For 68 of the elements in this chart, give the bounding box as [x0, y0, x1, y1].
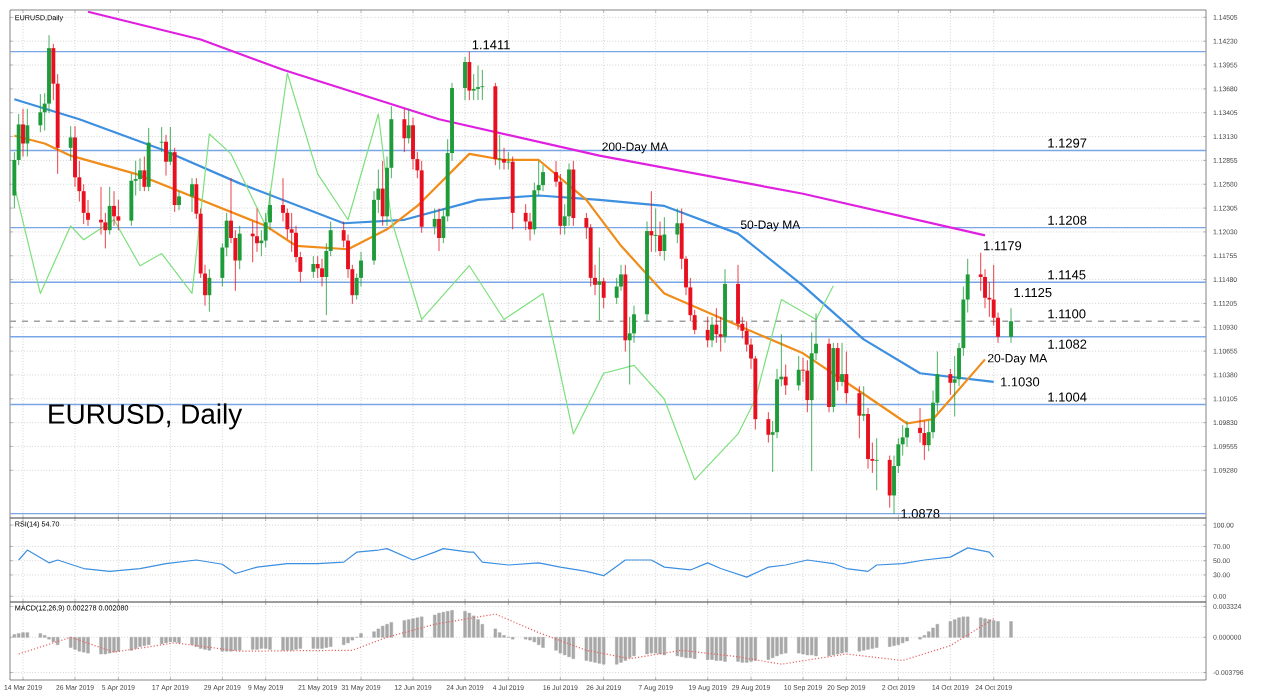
candlestick — [783, 364, 788, 396]
candlestick — [887, 455, 892, 508]
candlestick — [406, 108, 411, 144]
candlestick — [866, 407, 870, 469]
candlestick — [402, 108, 407, 153]
candlestick — [476, 65, 480, 101]
candlestick — [948, 368, 953, 396]
candlestick — [177, 190, 181, 211]
candlestick — [159, 126, 164, 153]
line-series — [18, 547, 995, 578]
candlestick — [168, 126, 173, 166]
candlestick — [432, 208, 437, 235]
candlestick — [658, 221, 662, 257]
candlestick — [320, 258, 324, 287]
text: EURUSD, Daily — [49, 403, 243, 430]
candlestick — [710, 316, 714, 348]
candlestick — [1009, 307, 1013, 344]
candlestick — [311, 255, 316, 279]
candlestick — [766, 411, 771, 443]
candlestick — [796, 355, 801, 391]
candlestick — [21, 108, 25, 157]
candlestick — [315, 255, 320, 279]
candlestick — [857, 385, 862, 439]
candlestick — [38, 93, 43, 133]
candlestick — [411, 117, 415, 170]
candlestick — [25, 108, 30, 157]
candlestick — [471, 73, 476, 101]
candlestick — [861, 385, 866, 422]
candlestick — [437, 208, 441, 252]
candlestick — [805, 359, 810, 413]
candlestick — [840, 342, 844, 387]
line-series — [13, 72, 834, 481]
line-series — [86, 10, 987, 237]
candlestick — [905, 420, 909, 448]
candlestick — [736, 264, 740, 331]
candlestick — [380, 160, 385, 227]
candlestick — [164, 134, 168, 176]
candlestick — [835, 342, 840, 391]
candlestick — [597, 247, 602, 321]
candlestick — [467, 51, 472, 101]
candlestick — [207, 268, 212, 313]
candlestick — [705, 316, 710, 348]
line-series — [18, 613, 995, 665]
candlestick — [142, 156, 147, 192]
candlestick — [874, 437, 879, 491]
candlestick — [138, 157, 142, 192]
candlestick — [528, 212, 532, 241]
candlestick — [601, 277, 606, 309]
candlestick — [480, 69, 485, 101]
candlestick — [107, 186, 112, 235]
candlestick — [146, 127, 151, 192]
candlestick — [463, 56, 467, 101]
candlestick — [844, 351, 849, 404]
candlestick — [649, 190, 654, 253]
candlestick — [237, 225, 242, 270]
candlestick — [718, 316, 723, 352]
candlestick — [112, 190, 116, 227]
candlestick — [506, 151, 511, 170]
candlestick — [116, 199, 121, 231]
candlestick — [675, 208, 680, 244]
candlestick — [541, 164, 545, 192]
candlestick — [567, 163, 571, 227]
candlestick — [714, 307, 719, 344]
candlestick — [190, 177, 194, 213]
candlestick — [68, 125, 73, 162]
candlestick — [653, 208, 659, 253]
candlestick — [502, 147, 506, 170]
candlestick — [662, 216, 667, 261]
